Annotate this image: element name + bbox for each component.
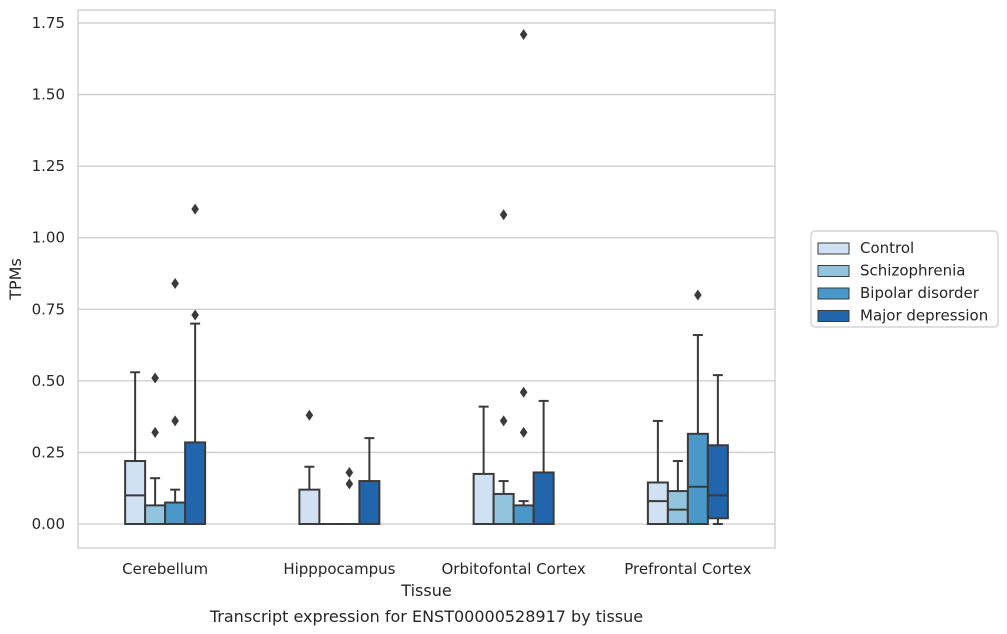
box-iqr <box>686 432 709 526</box>
y-tick-label: 1.25 <box>32 157 65 175</box>
box-control <box>124 371 147 526</box>
outlier-point <box>171 415 179 427</box>
box-iqr <box>472 472 495 525</box>
outlier-point <box>499 209 508 221</box>
legend-swatch <box>817 265 850 277</box>
outlier-point <box>151 426 159 438</box>
outlier-point <box>305 409 314 421</box>
outlier-point <box>519 28 528 40</box>
box-iqr <box>492 492 515 526</box>
box-control <box>298 409 321 526</box>
box-bipolar-disorder <box>686 289 709 526</box>
box-bipolar-disorder <box>512 28 535 525</box>
box-bipolar-disorder <box>338 466 361 526</box>
box-bipolar-disorder <box>164 278 187 525</box>
legend-frame <box>810 230 999 328</box>
legend-swatch <box>817 287 850 300</box>
y-tick-label: 0.00 <box>32 515 65 533</box>
legend-swatch <box>817 242 850 255</box>
x-tick-label: Orbitofontal Cortex <box>442 560 586 578</box>
box-iqr <box>164 501 187 525</box>
outlier-point <box>191 309 199 321</box>
y-axis-ticks: 0.00 0.25 0.50 0.75 1.00 1.25 1.50 1.75 <box>32 14 65 533</box>
outlier-point <box>694 289 702 301</box>
outlier-point <box>171 278 179 290</box>
outlier-point <box>519 386 528 398</box>
outlier-point <box>345 478 354 490</box>
box-major-depression <box>184 203 207 525</box>
box-iqr <box>512 504 535 525</box>
box-iqr <box>706 444 729 520</box>
x-axis-ticks: Cerebellum Hipppocampus Orbitofontal Corte… <box>122 560 751 578</box>
box-iqr <box>144 504 167 525</box>
y-tick-label: 0.75 <box>32 300 65 318</box>
plot-area-frame <box>77 9 776 549</box>
box-schizophrenia <box>492 209 515 526</box>
x-axis-title: Tissue <box>400 581 451 600</box>
box-iqr <box>646 481 669 526</box>
outlier-point <box>345 466 354 478</box>
outlier-point <box>151 372 159 384</box>
y-tick-label: 0.50 <box>32 372 65 390</box>
legend-label: Bipolar disorder <box>860 284 980 302</box>
outlier-point <box>499 415 508 427</box>
box-iqr <box>124 460 147 526</box>
legend-label: Schizophrenia <box>860 262 965 280</box>
x-tick-label: Prefrontal Cortex <box>624 560 751 578</box>
chart-caption: Transcript expression for ENST0000052891… <box>209 607 643 626</box>
box-major-depression <box>532 399 555 525</box>
legend-label: Control <box>860 239 914 257</box>
y-tick-label: 1.50 <box>32 86 65 104</box>
gridlines <box>78 22 775 525</box>
box-iqr <box>666 490 689 526</box>
box-control <box>472 405 495 525</box>
box-major-depression <box>706 374 729 525</box>
box-control <box>646 419 669 526</box>
legend: Control Schizophrenia Bipolar disorder Majo… <box>810 230 999 328</box>
box-iqr <box>184 441 207 525</box>
box-iqr <box>532 471 555 525</box>
x-tick-label: Hipppocampus <box>283 560 395 578</box>
legend-swatch <box>817 310 850 322</box>
legend-label: Major depression <box>860 307 988 325</box>
outlier-point <box>519 426 528 438</box>
box-schizophrenia <box>666 460 689 526</box>
outlier-point <box>191 203 199 215</box>
box-iqr <box>298 488 321 526</box>
box-series <box>124 28 729 526</box>
box-major-depression <box>358 437 381 525</box>
y-axis-title: TPMs <box>6 258 25 301</box>
y-tick-label: 0.25 <box>32 443 65 461</box>
x-tick-label: Cerebellum <box>122 560 208 578</box>
y-tick-label: 1.00 <box>32 229 65 247</box>
box-schizophrenia <box>144 372 167 525</box>
y-tick-label: 1.75 <box>32 14 65 32</box>
box-iqr <box>358 480 381 525</box>
